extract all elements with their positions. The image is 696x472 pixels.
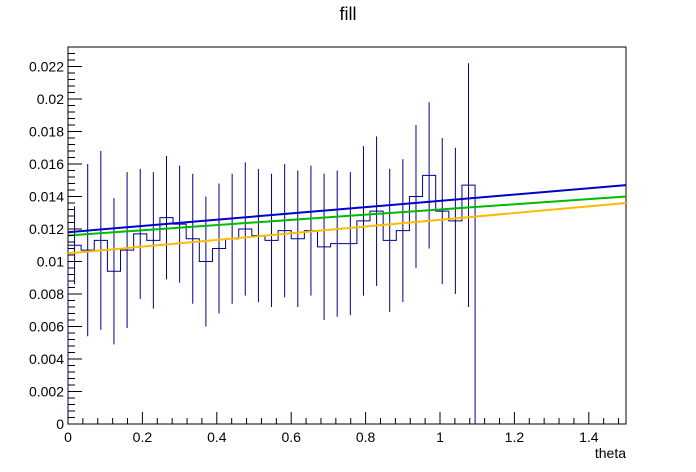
y-tick-label: 0.022 xyxy=(29,59,64,75)
y-tick-label: 0.002 xyxy=(29,384,64,400)
x-tick-label: 1.2 xyxy=(505,429,525,445)
y-tick-label: 0.01 xyxy=(37,254,64,270)
x-tick-label: 0 xyxy=(64,429,72,445)
y-tick-label: 0.012 xyxy=(29,221,64,237)
y-tick-label: 0.02 xyxy=(37,91,64,107)
x-tick-label: 0.2 xyxy=(133,429,153,445)
x-axis-title: theta xyxy=(595,445,626,461)
plot-frame xyxy=(67,46,627,425)
series-line xyxy=(67,184,627,234)
y-tick-label: 0 xyxy=(56,416,64,432)
x-tick-label: 1.4 xyxy=(579,429,599,445)
y-axis: 0 0.002 0.004 0.006 0.008 0.01 0.012 0.014 0.016… xyxy=(29,46,82,432)
series-line xyxy=(67,195,627,237)
series-line xyxy=(67,202,627,255)
y-tick-label: 0.018 xyxy=(29,124,64,140)
y-tick-label: 0.016 xyxy=(29,156,64,172)
y-tick-label: 0.014 xyxy=(29,189,64,205)
x-axis: 0 0.2 0.4 0.6 0.8 1 1.2 1.4 xyxy=(64,412,620,445)
x-tick-label: 0.8 xyxy=(356,429,376,445)
x-tick-label: 1 xyxy=(436,429,444,445)
histogram-steps xyxy=(67,174,476,424)
y-tick-label: 0.006 xyxy=(29,319,64,335)
x-tick-label: 0.6 xyxy=(281,429,301,445)
chart-title: fill xyxy=(340,4,357,24)
x-tick-label: 0.4 xyxy=(207,429,227,445)
y-tick-label: 0.004 xyxy=(29,351,64,367)
plot-area xyxy=(67,46,627,425)
y-tick-label: 0.008 xyxy=(29,286,64,302)
